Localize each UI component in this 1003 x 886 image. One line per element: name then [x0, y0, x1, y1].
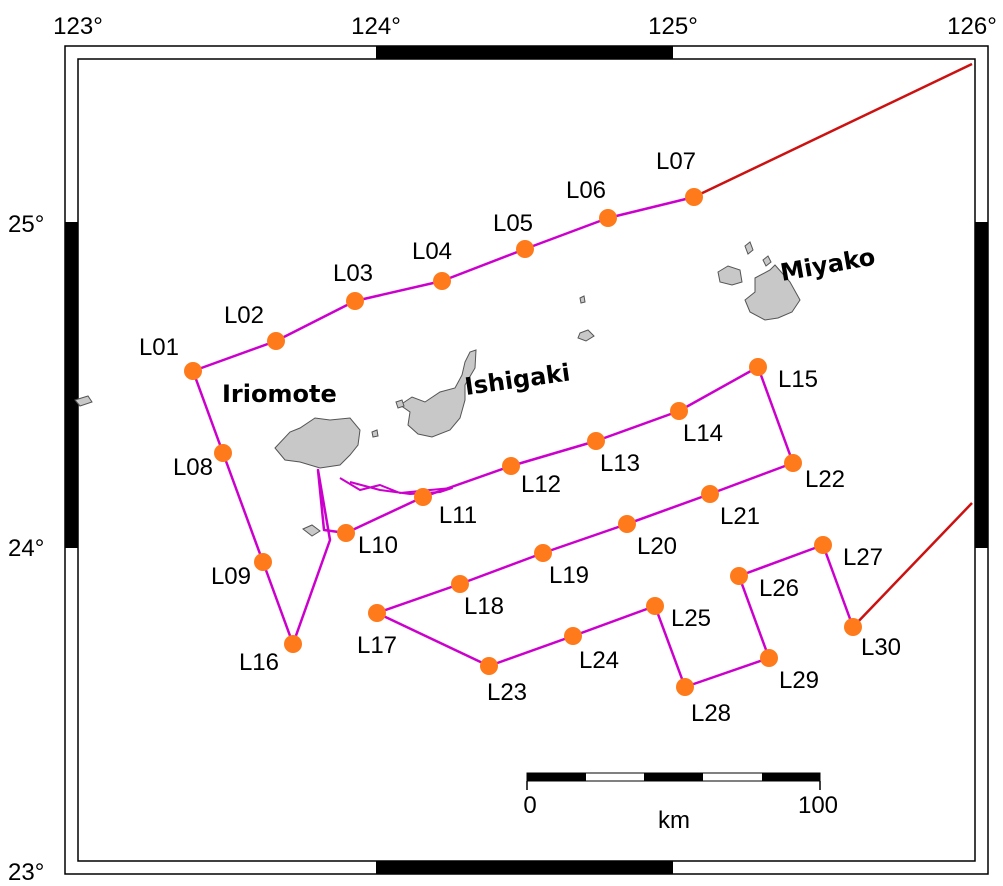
transit-track: [852, 502, 973, 628]
station-label-l27: L27: [843, 544, 883, 571]
station-label-l01: L01: [139, 334, 179, 361]
island-label-iriomote: Iriomote: [222, 380, 337, 408]
station-marker-l12: [502, 457, 520, 475]
map-frame: [64, 45, 989, 875]
lat-tick-label: 23°: [8, 859, 44, 886]
station-marker-l02: [267, 332, 285, 350]
lon-tick-label: 124°: [351, 13, 401, 40]
ishigaki-island: [399, 349, 477, 438]
station-label-l28: L28: [691, 700, 731, 727]
survey-track-local: [339, 477, 453, 495]
station-marker-l26: [730, 567, 748, 585]
station-label-l25: L25: [671, 605, 711, 632]
yonaguni-island: [74, 395, 93, 407]
scale-label-max: 100: [798, 792, 838, 819]
lon-tick-label: 125°: [648, 13, 698, 40]
station-marker-l16: [284, 635, 302, 653]
station-label-l17: L17: [357, 632, 397, 659]
station-marker-l15: [749, 358, 767, 376]
tracks: [191, 62, 973, 689]
station-label-l11: L11: [439, 502, 477, 529]
station-marker-l21: [701, 485, 719, 503]
ikema-island: [744, 241, 754, 255]
station-marker-l06: [599, 209, 617, 227]
station-label-l20: L20: [637, 533, 677, 560]
station-marker-l25: [646, 597, 664, 615]
scale-bar: 0 100 km: [523, 772, 838, 834]
station-label-l03: L03: [333, 260, 373, 287]
station-label-l29: L29: [779, 667, 819, 694]
miyako-island: [744, 264, 801, 321]
station-label-l14: L14: [683, 420, 723, 447]
station-marker-l18: [451, 575, 469, 593]
station-label-l06: L06: [566, 177, 606, 204]
station-marker-l29: [760, 649, 778, 667]
tarama-island: [577, 329, 595, 342]
station-marker-l27: [814, 536, 832, 554]
station-label-l07: L07: [656, 148, 696, 175]
lon-tick-label: 123°: [53, 13, 103, 40]
minna-island: [579, 295, 586, 304]
transit-track: [693, 62, 973, 199]
irabu-island: [717, 265, 743, 286]
station-marker-l19: [534, 544, 552, 562]
station-label-l23: L23: [487, 679, 527, 706]
lat-tick-label: 24°: [8, 535, 44, 562]
station-label-l09: L09: [211, 563, 251, 590]
lon-tick-label: 126°: [947, 13, 997, 40]
station-label-l18: L18: [464, 593, 504, 620]
station-label-l08: L08: [173, 454, 213, 481]
station-label-l12: L12: [521, 471, 561, 498]
small-island: [371, 429, 379, 438]
station-marker-l28: [676, 678, 694, 696]
small-island: [762, 255, 772, 267]
station-label-l13: L13: [600, 450, 640, 477]
station-marker-l13: [587, 432, 605, 450]
scale-label-zero: 0: [523, 792, 536, 819]
station-label-l04: L04: [412, 238, 452, 265]
island-label-miyako: Miyako: [778, 243, 877, 287]
station-label-l10: L10: [358, 532, 398, 559]
station-label-l21: L21: [720, 503, 760, 530]
station-label-l02: L02: [224, 302, 264, 329]
station-label-l30: L30: [861, 634, 901, 661]
small-island: [395, 399, 405, 409]
scale-unit: km: [658, 807, 690, 834]
station-marker-l17: [368, 604, 386, 622]
lat-tick-label: 25°: [8, 211, 44, 238]
survey-track: [191, 195, 695, 645]
station-marker-l24: [564, 627, 582, 645]
station-marker-l14: [670, 402, 688, 420]
station-label-l15: L15: [778, 366, 818, 393]
station-marker-l09: [254, 553, 272, 571]
station-label-l26: L26: [759, 575, 799, 602]
station-marker-l05: [516, 240, 534, 258]
station-label-l16: L16: [239, 649, 279, 676]
station-label-l22: L22: [805, 466, 845, 493]
hateruma-island: [302, 524, 321, 537]
station-label-l24: L24: [579, 647, 619, 674]
iriomote-island: [274, 417, 361, 469]
station-marker-l23: [480, 657, 498, 675]
station-marker-l03: [346, 292, 364, 310]
station-label-l05: L05: [493, 210, 533, 237]
station-marker-l07: [685, 188, 703, 206]
station-marker-l08: [214, 444, 232, 462]
island-label-ishigaki: Ishigaki: [463, 358, 572, 400]
station-marker-l22: [784, 454, 802, 472]
station-marker-l01: [184, 362, 202, 380]
station-marker-l20: [618, 515, 636, 533]
stations: L01 L02 L03 L04 L05 L06 L07 L08 L09 L10 L11 L12 L13 L…: [139, 148, 901, 727]
station-marker-l10: [337, 524, 355, 542]
station-label-l19: L19: [549, 562, 589, 589]
station-marker-l11: [414, 488, 432, 506]
land: [74, 241, 801, 537]
station-marker-l30: [844, 618, 862, 636]
station-marker-l04: [433, 272, 451, 290]
